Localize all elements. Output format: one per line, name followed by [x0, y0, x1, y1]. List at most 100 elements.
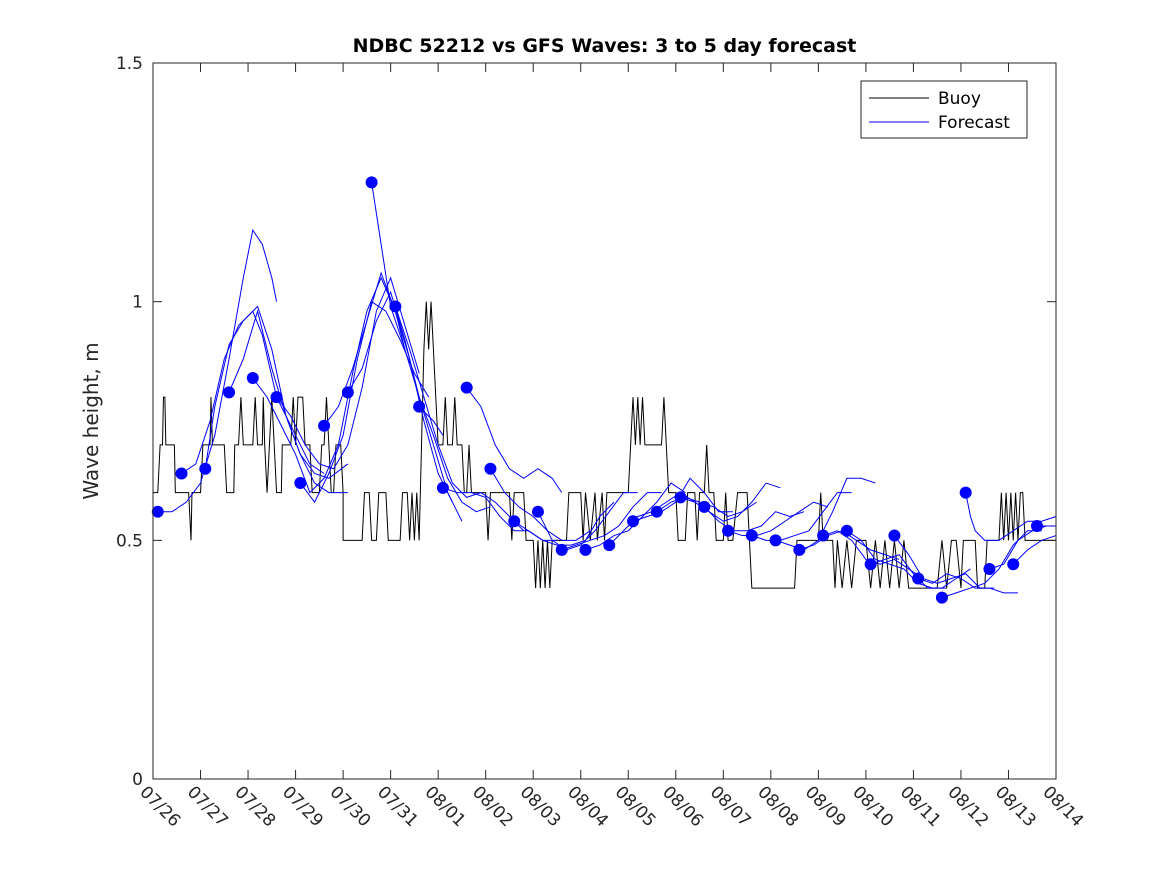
legend-box — [860, 80, 1028, 139]
x-tick-label: 08/14 — [1038, 782, 1087, 831]
forecast-line — [822, 530, 924, 579]
x-tick-label: 07/27 — [183, 782, 232, 831]
x-tick-label: 07/28 — [231, 782, 280, 831]
y-tick-label: 1 — [132, 293, 143, 313]
forecast-line — [775, 477, 876, 551]
forecast-marker — [983, 562, 996, 575]
forecast-marker — [840, 524, 853, 537]
chart-title: NDBC 52212 vs GFS Waves: 3 to 5 day fore… — [353, 35, 857, 57]
forecast-line — [299, 300, 430, 504]
buoy-series — [153, 301, 1056, 589]
forecast-line — [394, 306, 525, 532]
x-tick-label: 08/12 — [943, 782, 992, 831]
forecast-line — [276, 276, 420, 470]
forecast-line — [846, 530, 947, 589]
x-tick-label: 08/13 — [991, 782, 1040, 831]
forecast-marker — [1030, 520, 1043, 533]
forecast-line — [1012, 535, 1057, 565]
forecast-marker — [745, 529, 758, 542]
forecast-line — [490, 468, 591, 541]
y-tick-label: 1.5 — [116, 54, 143, 74]
plot-area — [151, 176, 1057, 604]
x-tick-label: 08/09 — [801, 782, 850, 831]
forecast-marker — [460, 381, 473, 394]
y-axis-label: Wave height, m — [79, 342, 103, 499]
forecast-marker — [246, 372, 259, 385]
legend: Buoy Forecast — [860, 80, 1028, 139]
forecast-marker — [199, 462, 212, 475]
forecast-markers — [151, 176, 1043, 604]
forecast-line — [252, 276, 406, 494]
x-tick-label: 08/01 — [421, 782, 470, 831]
forecast-marker — [722, 524, 735, 537]
forecast-marker — [579, 543, 592, 556]
x-tick-label: 07/31 — [373, 782, 422, 831]
forecast-line — [561, 492, 662, 551]
x-axis-ticks: 07/2607/2707/2807/2907/3007/3108/0108/02… — [135, 63, 1087, 831]
forecast-marker — [531, 505, 544, 518]
forecast-marker — [294, 477, 307, 490]
forecast-line — [751, 492, 852, 541]
x-tick-label: 08/06 — [658, 782, 707, 831]
forecast-marker — [674, 491, 687, 504]
forecast-line — [537, 492, 638, 551]
forecast-marker — [888, 529, 901, 542]
forecast-marker — [627, 515, 640, 528]
x-tick-label: 08/05 — [611, 782, 660, 831]
forecast-line — [941, 530, 1042, 599]
x-tick-label: 08/03 — [516, 782, 565, 831]
x-tick-label: 07/30 — [326, 782, 375, 831]
y-tick-label: 0.5 — [116, 531, 143, 551]
forecast-marker — [318, 419, 331, 432]
forecast-marker — [817, 529, 830, 542]
forecast-marker — [341, 386, 354, 399]
forecast-marker — [935, 591, 948, 604]
forecast-line — [347, 290, 463, 522]
axes-frame — [152, 62, 1057, 780]
forecast-line — [228, 309, 349, 479]
y-axis-ticks: 0 0.5 1 1.5 — [116, 54, 1056, 790]
forecast-marker — [864, 558, 877, 571]
y-tick-label: 0 — [132, 770, 143, 790]
x-tick-label: 08/07 — [706, 782, 755, 831]
forecast-marker — [436, 481, 449, 494]
forecast-line — [703, 506, 805, 532]
forecast-marker — [484, 462, 497, 475]
forecast-marker — [223, 386, 236, 399]
x-tick-label: 07/26 — [135, 782, 184, 831]
forecast-marker — [698, 500, 711, 513]
forecast-line — [418, 406, 444, 436]
forecast-line — [204, 305, 348, 494]
x-tick-label: 08/02 — [468, 782, 517, 831]
forecast-lines — [157, 182, 1057, 599]
buoy-line — [153, 301, 1056, 589]
forecast-marker — [912, 572, 925, 585]
forecast-marker — [508, 515, 521, 528]
forecast-line — [466, 387, 563, 493]
legend-label-forecast: Forecast — [938, 113, 1010, 133]
x-tick-label: 08/11 — [896, 782, 945, 831]
forecast-marker — [793, 543, 806, 556]
forecast-marker — [769, 534, 782, 547]
forecast-line — [157, 228, 278, 513]
forecast-marker — [389, 300, 402, 313]
legend-label-buoy: Buoy — [938, 89, 981, 109]
x-tick-label: 08/08 — [753, 782, 802, 831]
forecast-line — [371, 182, 491, 513]
forecast-line — [680, 482, 781, 522]
x-tick-label: 08/10 — [848, 782, 897, 831]
x-tick-label: 07/29 — [278, 782, 327, 831]
forecast-line — [727, 501, 829, 537]
forecast-marker — [555, 543, 568, 556]
forecast-marker — [365, 176, 378, 189]
forecast-marker — [650, 505, 663, 518]
forecast-marker — [413, 400, 426, 413]
forecast-line — [918, 573, 1018, 594]
forecast-marker — [175, 467, 188, 480]
forecast-marker — [270, 391, 283, 404]
forecast-marker — [1007, 558, 1020, 571]
forecast-marker — [603, 539, 616, 552]
forecast-marker — [959, 486, 972, 499]
x-tick-label: 08/04 — [563, 782, 612, 831]
